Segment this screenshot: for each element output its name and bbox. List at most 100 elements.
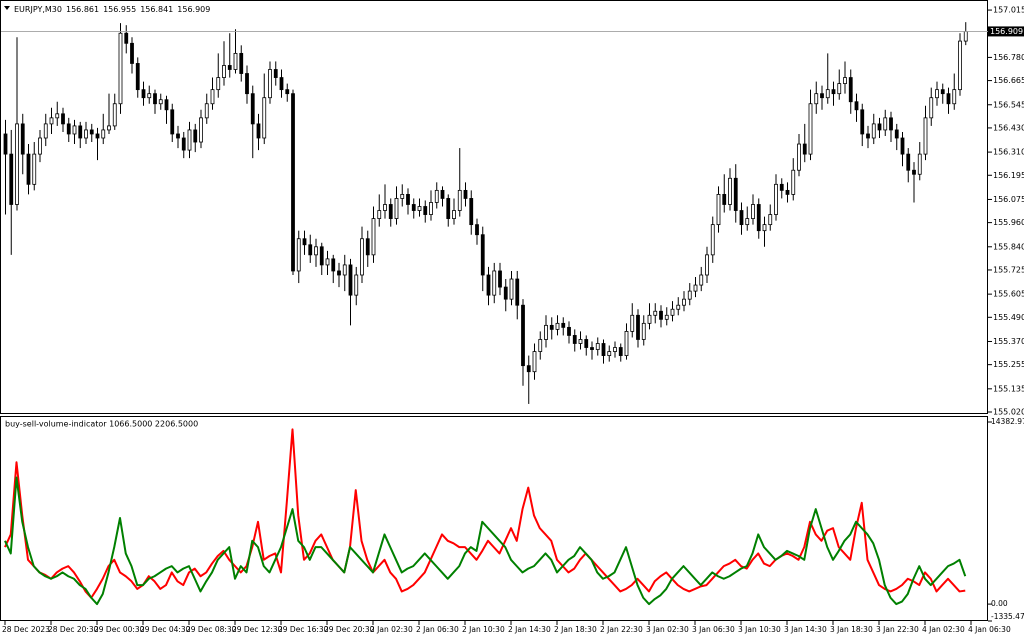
candle-body — [900, 137, 905, 155]
candle-body — [49, 117, 54, 125]
candle-body — [831, 89, 836, 95]
candle-body — [43, 123, 48, 139]
y-tick-label: 155.605 — [993, 290, 1024, 299]
candle-body — [181, 137, 186, 151]
candle-body — [130, 42, 134, 64]
candle-body — [785, 189, 790, 195]
candle-body — [866, 133, 870, 139]
candle-body — [118, 32, 123, 105]
candle-body — [710, 224, 715, 256]
candle-body — [751, 204, 755, 219]
candle-body — [187, 129, 192, 151]
candle-body — [906, 153, 911, 171]
candle-body — [670, 308, 675, 316]
candle-body — [302, 238, 307, 246]
indicator-panel — [0, 416, 988, 621]
candle-body — [848, 77, 853, 103]
x-tick-label: 29 Dec 12:30 — [232, 625, 283, 634]
x-tick-label: 2 Jan 18:30 — [554, 625, 597, 634]
candle-body — [9, 153, 14, 205]
candle-body — [32, 153, 37, 185]
x-tick-label: 3 Jan 10:30 — [738, 625, 781, 634]
open: 156.861 — [66, 5, 99, 14]
candle-body — [417, 206, 422, 211]
price-header: EURJPY,M30 156.861 156.955 156.841 156.909 — [14, 5, 210, 14]
candle-body — [411, 204, 416, 211]
y-tick-label: 156.075 — [993, 195, 1024, 204]
candle-body — [871, 123, 876, 139]
candle-body — [889, 117, 893, 131]
candle-body — [814, 93, 819, 105]
candle-body — [929, 97, 934, 119]
y-tick-label: 155.725 — [993, 265, 1024, 274]
candle-body — [693, 284, 698, 292]
y-tick-label: 156.780 — [993, 53, 1024, 62]
candle-body — [371, 218, 376, 256]
candle-body — [584, 339, 589, 348]
candle-body — [808, 103, 813, 155]
candle-body — [630, 314, 635, 332]
candle-body — [245, 73, 249, 95]
x-tick-label: 4 Jan 06:30 — [968, 625, 1011, 634]
candle-body — [423, 206, 428, 215]
candle-body — [837, 83, 842, 95]
candle-body — [112, 103, 117, 127]
candle-body — [78, 125, 83, 139]
candle-body — [360, 238, 364, 276]
candle-body — [762, 224, 767, 232]
candle-body — [492, 270, 497, 296]
candle-body — [452, 210, 456, 219]
candle-body — [475, 224, 479, 236]
x-tick-label: 29 Dec 04:30 — [140, 625, 191, 634]
candle-body — [624, 331, 629, 356]
candle-body — [659, 310, 663, 320]
candle-body — [636, 314, 640, 340]
y-tick-label: 14382.975 — [991, 417, 1024, 426]
indicator-title: buy-sell-volume-indicator 1066.5000 2206… — [5, 420, 198, 429]
candle-body — [429, 202, 433, 215]
candle-body — [84, 129, 88, 139]
candle-body — [101, 129, 106, 139]
candle-body — [745, 218, 750, 226]
current-price-label: 156.909 — [990, 27, 1023, 36]
candle-body — [820, 93, 824, 99]
candle-body — [193, 129, 198, 143]
candle-body — [158, 99, 163, 105]
y-tick-label: -1335.475 — [991, 612, 1024, 621]
candle-body — [199, 117, 203, 143]
x-tick-label: 3 Jan 22:30 — [876, 625, 919, 634]
price-panel — [0, 0, 988, 414]
indicator-line — [4, 476, 967, 606]
candle-body — [250, 93, 255, 125]
candle-body — [365, 238, 370, 256]
candle-body — [3, 133, 8, 155]
menu-arrow[interactable] — [4, 6, 10, 10]
candle-body — [653, 310, 658, 316]
candle-body — [877, 123, 882, 131]
candle-body — [55, 113, 60, 119]
candle-body — [756, 204, 761, 232]
candle-body — [733, 177, 738, 211]
low: 156.841 — [140, 5, 173, 14]
candle-body — [802, 143, 807, 155]
candle-body — [883, 117, 888, 131]
candle-body — [860, 109, 865, 135]
candle-body — [797, 143, 801, 171]
x-tick-label: 2 Jan 06:30 — [416, 625, 459, 634]
candle-body — [233, 52, 238, 70]
candle-body — [676, 304, 681, 310]
y-tick-label: 157.015 — [993, 6, 1024, 15]
candle-body — [446, 198, 451, 219]
symbol: EURJPY,M30 — [14, 5, 62, 14]
candle-body — [509, 278, 514, 300]
candle-body — [107, 125, 111, 131]
y-tick-label: 156.545 — [993, 100, 1024, 109]
candle-body — [273, 69, 278, 78]
candle-body — [843, 77, 847, 85]
candle-body — [923, 117, 928, 155]
x-tick-label: 29 Dec 20:30 — [324, 625, 375, 634]
x-tick-label: 28 Dec 20:30 — [48, 625, 99, 634]
candle-body — [262, 97, 267, 139]
candle-body — [89, 129, 94, 135]
